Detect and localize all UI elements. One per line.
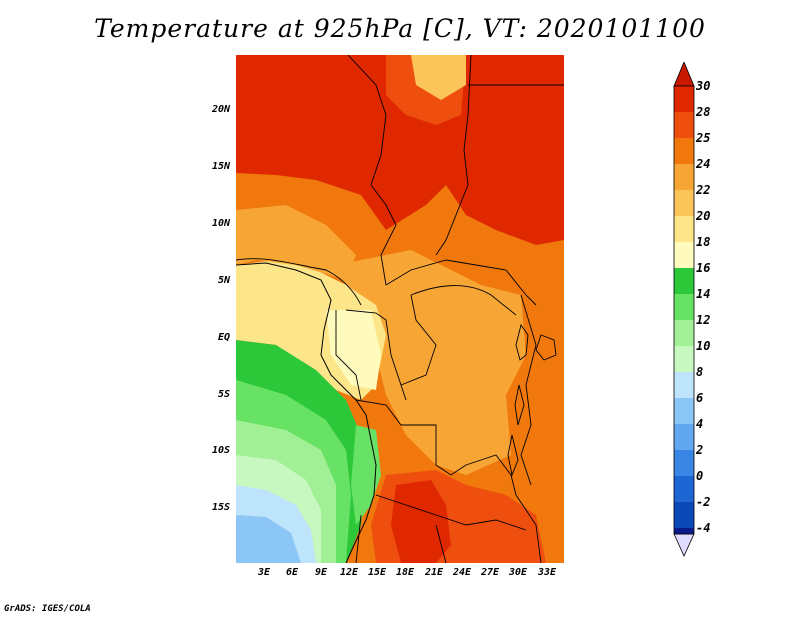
colorbar-label-22: 22	[696, 183, 711, 197]
colorbar-bottom-arrow	[673, 533, 695, 557]
colorbar-seg-14	[674, 294, 694, 320]
lon-label-18e: 18E	[395, 567, 415, 578]
field-south-hottest	[391, 480, 451, 563]
colorbar-label-0: 0	[696, 469, 704, 483]
colorbar	[673, 62, 695, 557]
colorbar-frame	[673, 85, 695, 535]
lat-label-15n: 15N	[211, 161, 230, 172]
colorbar-label-28: 28	[696, 105, 711, 119]
colorbar-label-4: 4	[696, 417, 704, 431]
lat-label-20n: 20N	[211, 104, 230, 115]
colorbar-seg-18	[674, 242, 694, 268]
lon-label-12e: 12E	[339, 567, 359, 578]
lat-label-eq: EQ	[217, 332, 230, 343]
colorbar-seg-30	[674, 86, 694, 112]
field-north-yellow	[411, 55, 466, 100]
colorbar-top-arrow	[673, 62, 695, 87]
lon-label-33e: 33E	[537, 567, 557, 578]
lat-label-5s: 5S	[217, 389, 230, 400]
colorbar-seg-16	[674, 268, 694, 294]
grads-credit: GrADS: IGES/COLA	[4, 604, 91, 614]
colorbar-label-8: 8	[696, 365, 704, 379]
colorbar-seg-m4	[674, 528, 694, 534]
colorbar-label-m4: -4	[696, 521, 711, 535]
colorbar-seg-m2	[674, 502, 694, 528]
colorbar-label-20: 20	[696, 209, 711, 223]
lon-label-15e: 15E	[367, 567, 387, 578]
colorbar-label-16: 16	[696, 261, 711, 275]
lat-label-10n: 10N	[211, 218, 230, 229]
field-central-orange	[336, 250, 526, 475]
colorbar-label-25: 25	[696, 131, 711, 145]
colorbar-label-14: 14	[696, 287, 711, 301]
field-ocean-blue	[236, 515, 301, 563]
lon-label-24e: 24E	[452, 567, 472, 578]
lakes	[507, 323, 557, 477]
colorbar-seg-2	[674, 450, 694, 476]
colorbar-label-2: 2	[696, 443, 704, 457]
colorbar-label-6: 6	[696, 391, 704, 405]
lon-label-27e: 27E	[480, 567, 500, 578]
colorbar-seg-10	[674, 346, 694, 372]
country-borders	[236, 55, 564, 563]
coastline	[236, 262, 377, 563]
colorbar-label-m2: -2	[696, 495, 711, 509]
colorbar-seg-25	[674, 138, 694, 164]
lon-label-3e: 3E	[257, 567, 271, 578]
lon-label-6e: 6E	[285, 567, 299, 578]
colorbar-seg-12	[674, 320, 694, 346]
lon-label-30e: 30E	[508, 567, 528, 578]
field-hot-north	[236, 55, 564, 245]
colorbar-seg-4	[674, 424, 694, 450]
colorbar-label-12: 12	[696, 313, 711, 327]
colorbar-seg-22	[674, 190, 694, 216]
field-west-coastal-orange	[236, 205, 356, 280]
map-title: Temperature at 925hPa [C], VT: 202010110…	[94, 14, 706, 43]
colorbar-seg-8	[674, 372, 694, 398]
lat-label-5n: 5N	[217, 275, 230, 286]
field-gabon-pale	[326, 310, 381, 390]
colorbar-label-10: 10	[696, 339, 711, 353]
colorbar-seg-20	[674, 216, 694, 242]
lon-label-21e: 21E	[424, 567, 444, 578]
colorbar-seg-6	[674, 398, 694, 424]
colorbar-seg-24	[674, 164, 694, 190]
colorbar-label-30: 30	[696, 79, 711, 93]
lon-label-9e: 9E	[314, 567, 328, 578]
lat-label-15s: 15S	[211, 502, 230, 513]
lat-label-10s: 10S	[211, 445, 230, 456]
colorbar-seg-0	[674, 476, 694, 502]
colorbar-label-18: 18	[696, 235, 711, 249]
temperature-map	[236, 55, 564, 563]
colorbar-seg-28	[674, 112, 694, 138]
colorbar-label-24: 24	[696, 157, 711, 171]
